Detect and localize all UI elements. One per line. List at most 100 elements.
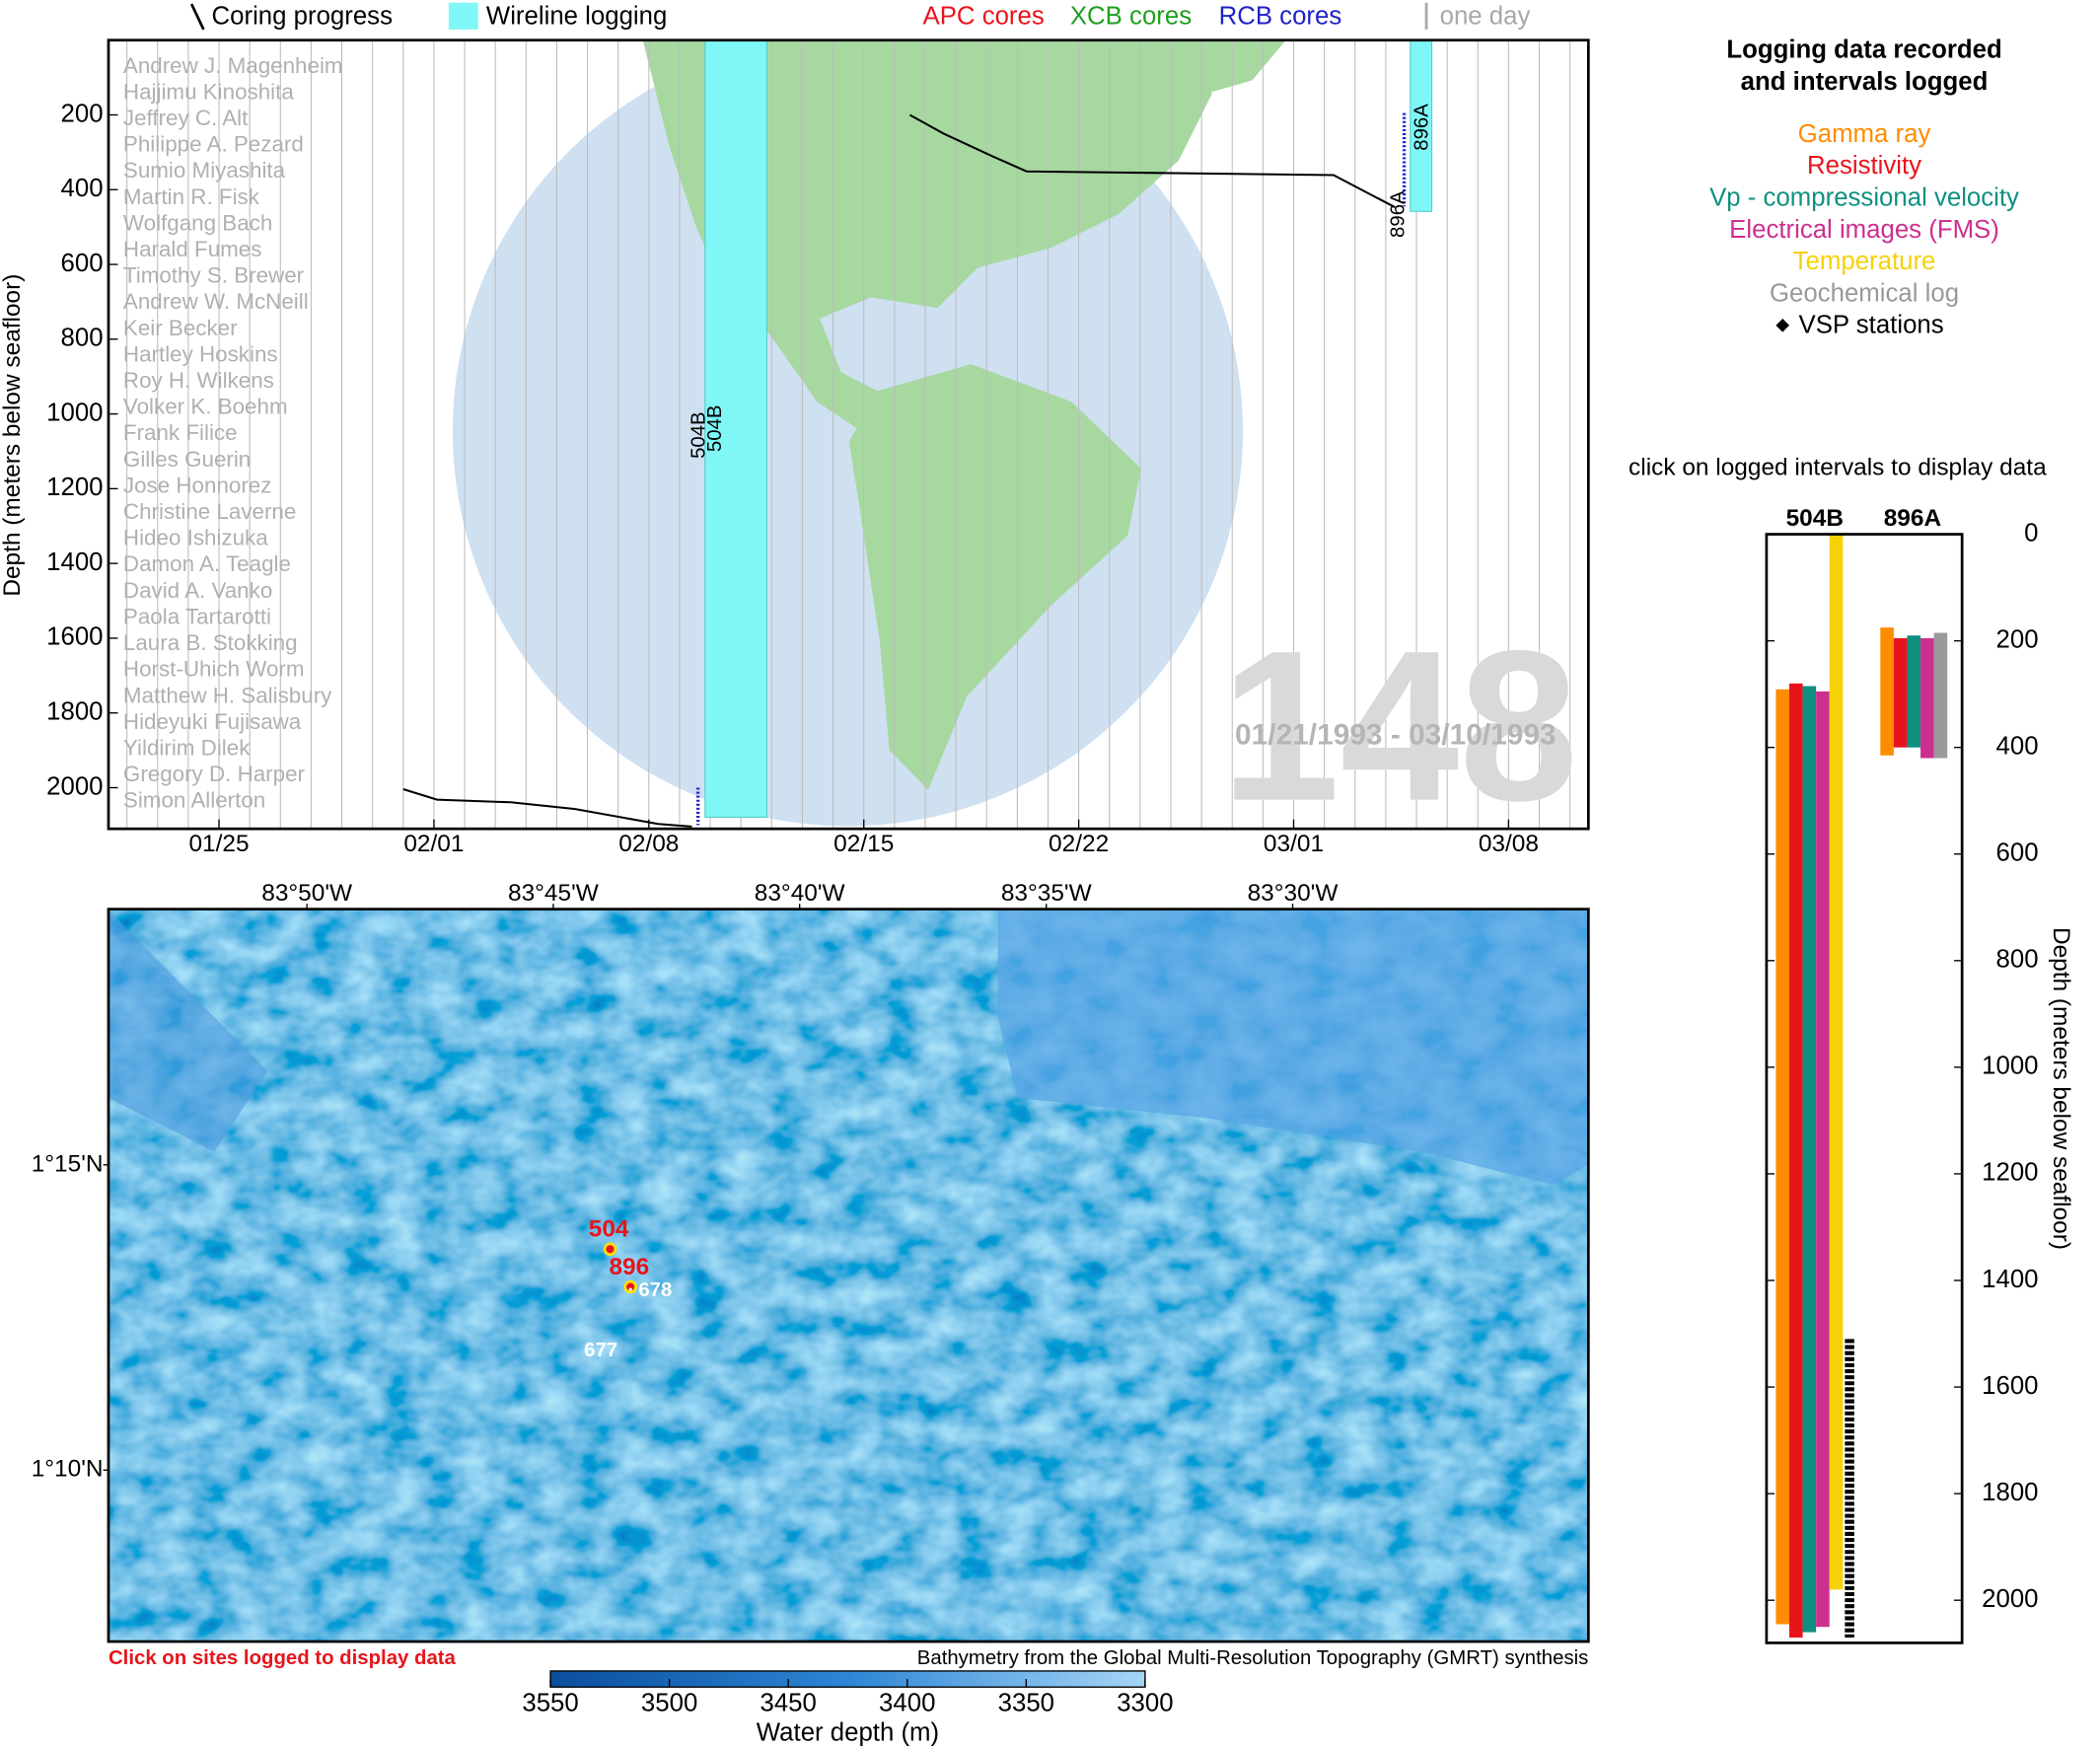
scientist-name: Andrew J. Magenheim [123, 53, 343, 78]
logged-interval[interactable] [1920, 637, 1934, 759]
y-tick-label: 600 [61, 250, 104, 277]
lon-label: 83°35'W [1001, 880, 1092, 907]
scientist-name: Roy H. Wilkens [123, 368, 274, 393]
colorbar-label: 3300 [1117, 1690, 1173, 1717]
y-tick-label: 1200 [46, 474, 103, 501]
hole-header: 896A [1884, 505, 1941, 532]
bathymetry-map [108, 909, 1589, 1642]
tool-legend: Resistivity [1807, 152, 1921, 180]
map-credit: Bathymetry from the Global Multi-Resolut… [917, 1647, 1589, 1669]
hole-header: 504B [1786, 505, 1844, 532]
site-marker [600, 1348, 604, 1351]
hole-label: 504B [688, 411, 710, 459]
coring-progress [402, 788, 692, 828]
scientist-name: Hideyuki Fujisawa [123, 709, 302, 734]
depth-label: 200 [1996, 625, 2039, 653]
tool-legend: Temperature [1793, 248, 1936, 275]
scientist-name: Gilles Guerin [123, 447, 251, 472]
x-tick-label: 02/01 [403, 831, 464, 857]
logged-interval[interactable] [1775, 689, 1789, 1625]
hole-label: 896A [1388, 190, 1410, 238]
logged-interval[interactable] [1802, 686, 1817, 1633]
site-label: 678 [638, 1279, 672, 1301]
logged-interval[interactable] [1829, 534, 1844, 1590]
logged-interval[interactable] [1816, 691, 1830, 1628]
depth-label: 2000 [1982, 1585, 2038, 1613]
colorbar-label: 3550 [522, 1690, 578, 1717]
y-tick-label: 1600 [46, 623, 103, 651]
panel-title: Logging data recorded [1726, 36, 2001, 63]
site-label[interactable]: 504 [589, 1216, 629, 1243]
legend-text: RCB cores [1219, 2, 1342, 30]
depth-label: 400 [1996, 733, 2039, 761]
map-note: Click on sites logged to display data [109, 1647, 457, 1669]
scientist-name: Simon Allerton [123, 788, 265, 813]
scientist-name: Andrew W. McNeill [123, 289, 309, 314]
depth-label: 1800 [1982, 1479, 2038, 1506]
depth-label: 800 [1996, 946, 2039, 974]
legend-text: Coring progress [212, 2, 393, 30]
site-label[interactable]: 896 [609, 1254, 649, 1280]
colorbar-label: 3500 [641, 1690, 697, 1717]
coring-progress [908, 113, 1396, 208]
x-tick-label: 02/22 [1049, 831, 1109, 857]
scientist-name: Christine Laverne [123, 499, 296, 524]
scientist-name: Damon A. Teagle [123, 551, 291, 576]
scientist-name: Hajjimu Kinoshita [123, 79, 294, 104]
tool-legend: Vp - compressional velocity [1709, 184, 2019, 212]
vsp-icon [1775, 319, 1789, 332]
depth-label: 1200 [1982, 1159, 2038, 1187]
tool-legend: VSP stations [1798, 312, 1943, 339]
site-marker[interactable] [603, 1242, 617, 1257]
map-frame [107, 908, 1590, 1643]
y-tick-label: 400 [61, 175, 104, 202]
legend-icon [189, 3, 205, 31]
depth-axis-label: Depth (meters below seafloor) [2048, 927, 2074, 1250]
scientist-name: Paola Tartarotti [123, 604, 271, 628]
colorbar-label: 3400 [879, 1690, 935, 1717]
logged-interval[interactable] [1933, 632, 1948, 759]
scientist-name: Frank Filice [123, 420, 238, 445]
logged-interval[interactable] [1880, 627, 1894, 756]
logged-interval[interactable] [1893, 637, 1908, 748]
x-tick-label: 02/08 [618, 831, 679, 857]
scientist-name: Matthew H. Salisbury [123, 683, 332, 707]
globe [453, 39, 1286, 827]
logged-interval[interactable] [1907, 635, 1921, 748]
scientist-name: Volker K. Boehm [123, 395, 288, 419]
scientist-name: Horst-Uhich Worm [123, 657, 305, 682]
x-tick-label: 03/01 [1264, 831, 1324, 857]
legend-icon [448, 2, 478, 30]
y-axis-label: Depth (meters below seafloor) [0, 274, 26, 597]
depth-label: 1000 [1982, 1053, 2038, 1080]
x-tick-label: 01/25 [188, 831, 249, 857]
depth-label: 0 [2024, 519, 2038, 547]
scientist-name: Philippe A. Pezard [123, 132, 304, 157]
scientist-name: Martin R. Fisk [123, 184, 260, 209]
wireline-interval [704, 39, 767, 818]
depth-frame [1765, 533, 1964, 1644]
x-tick-label: 03/08 [1479, 831, 1539, 857]
y-tick-label: 200 [61, 100, 104, 127]
logged-interval[interactable] [1788, 683, 1803, 1639]
colorbar-title: Water depth (m) [757, 1719, 939, 1747]
site-marker[interactable] [623, 1279, 637, 1294]
tool-legend: Gamma ray [1798, 120, 1931, 148]
lat-label: 1°10'N [32, 1456, 104, 1483]
expedition-dates: 01/21/1993 - 03/10/1993 [1235, 718, 1556, 751]
tool-legend: Geochemical log [1770, 279, 1959, 307]
scientist-name: David A. Vanko [123, 578, 272, 603]
scientist-name: Wolfgang Bach [123, 210, 272, 235]
colorbar-label: 3350 [998, 1690, 1054, 1717]
timeline-frame [107, 38, 1590, 831]
panel-title: and intervals logged [1741, 68, 1989, 96]
depth-label: 1600 [1982, 1372, 2038, 1400]
colorbar [549, 1670, 1146, 1688]
lon-label: 83°50'W [261, 880, 352, 907]
scientist-name: Laura B. Stokking [123, 630, 298, 655]
hole-label: 896A [1411, 104, 1432, 151]
instruction: click on logged intervals to display dat… [1629, 455, 2047, 481]
scientist-name: Gregory D. Harper [123, 762, 306, 786]
